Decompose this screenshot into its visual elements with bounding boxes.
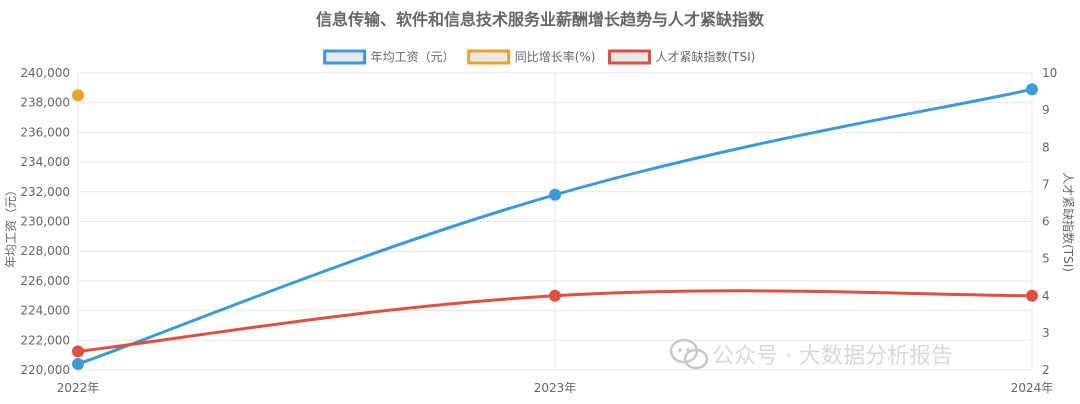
data-point[interactable] xyxy=(72,358,84,371)
right-tick-label: 9 xyxy=(1042,103,1050,117)
legend: 年均工资（元） 同比增长率(%) 人才紧缺指数(TSI) xyxy=(323,49,755,65)
watermark-text: 公众号 · 大数据分析报告 xyxy=(712,344,953,369)
series-1 xyxy=(72,89,84,102)
left-tick-label: 220,000 xyxy=(20,363,70,377)
series-0 xyxy=(72,83,1038,371)
data-point[interactable] xyxy=(72,89,84,102)
left-tick-label: 222,000 xyxy=(20,333,70,347)
left-axis-ticks: 220,000 222,000 224,000 226,000 228,000 230,0… xyxy=(20,66,70,377)
legend-swatch xyxy=(467,49,511,65)
right-tick-label: 2 xyxy=(1042,363,1050,377)
legend-item[interactable]: 年均工资（元） xyxy=(323,49,455,65)
wechat-icon xyxy=(669,338,709,370)
data-point[interactable] xyxy=(549,289,561,302)
left-tick-label: 224,000 xyxy=(20,304,70,318)
chart-title: 信息传输、软件和信息技术服务业薪酬增长趋势与人才紧缺指数 xyxy=(316,10,765,29)
series-layer xyxy=(72,83,1038,371)
watermark: 公众号 · 大数据分析报告 xyxy=(669,338,953,370)
series-2 xyxy=(72,289,1038,358)
legend-item[interactable]: 人才紧缺指数(TSI) xyxy=(607,49,755,65)
right-tick-label: 7 xyxy=(1042,177,1050,191)
left-tick-label: 236,000 xyxy=(20,125,70,139)
legend-item[interactable]: 同比增长率(%) xyxy=(467,49,596,65)
right-tick-label: 4 xyxy=(1042,289,1050,303)
data-point[interactable] xyxy=(72,345,84,358)
right-axis-ticks: 2 3 4 5 6 7 8 9 10 xyxy=(1042,66,1057,377)
left-tick-label: 226,000 xyxy=(20,274,70,288)
right-tick-label: 8 xyxy=(1042,140,1050,154)
right-tick-label: 6 xyxy=(1042,215,1050,229)
data-point[interactable] xyxy=(1026,289,1038,302)
right-tick-label: 3 xyxy=(1042,326,1050,340)
right-axis-title: 人才紧缺指数(TSI) xyxy=(1061,172,1076,272)
x-tick-label: 2024年 xyxy=(1011,381,1054,395)
x-axis-ticks: 2022年 2023年 2024年 xyxy=(57,381,1054,395)
x-tick-label: 2022年 xyxy=(57,381,100,395)
legend-swatch xyxy=(607,49,651,65)
legend-label: 同比增长率(%) xyxy=(515,49,596,64)
left-tick-label: 238,000 xyxy=(20,96,70,110)
legend-label: 年均工资（元） xyxy=(371,50,455,64)
x-tick-label: 2023年 xyxy=(534,381,577,395)
grid xyxy=(77,72,1033,371)
right-tick-label: 10 xyxy=(1042,66,1057,80)
legend-swatch xyxy=(323,49,367,65)
left-tick-label: 228,000 xyxy=(20,244,70,258)
data-point[interactable] xyxy=(1026,83,1038,96)
left-tick-label: 240,000 xyxy=(20,66,70,80)
left-axis-title: 年均工资（元） xyxy=(4,184,18,268)
legend-label: 人才紧缺指数(TSI) xyxy=(655,49,755,64)
left-tick-label: 230,000 xyxy=(20,215,70,229)
data-point[interactable] xyxy=(549,188,561,201)
left-tick-label: 232,000 xyxy=(20,185,70,199)
left-tick-label: 234,000 xyxy=(20,155,70,169)
right-tick-label: 5 xyxy=(1042,252,1050,266)
